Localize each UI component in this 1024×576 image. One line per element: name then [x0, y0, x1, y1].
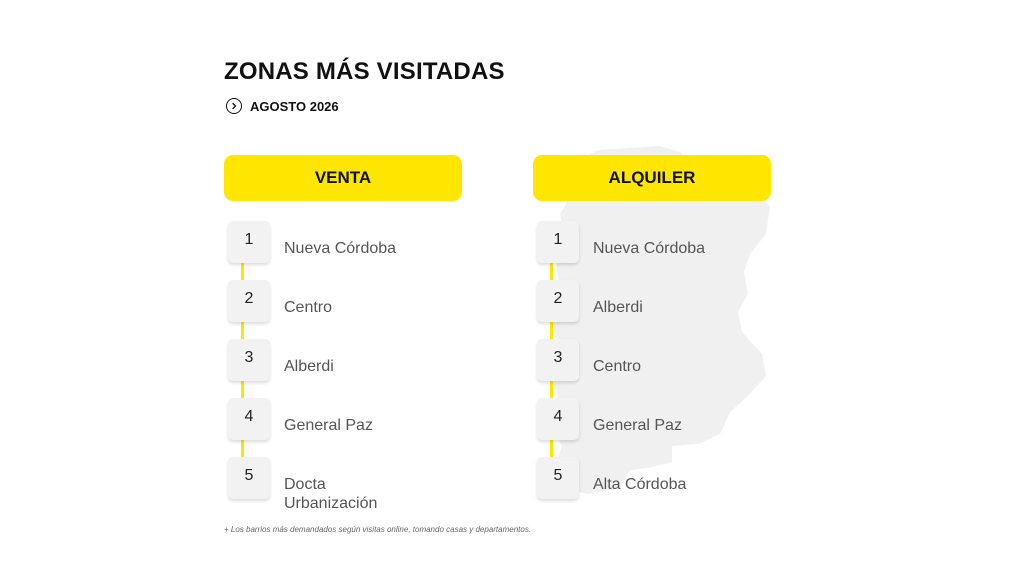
zone-name: Nueva Córdoba [284, 240, 397, 257]
list-item: 5 Alta Córdoba [533, 457, 771, 516]
list-item: 1 Nueva Córdoba [224, 221, 462, 280]
period-label: AGOSTO 2026 [250, 98, 339, 114]
rank-badge: 5 [537, 457, 579, 499]
period-row: AGOSTO 2026 [226, 98, 339, 114]
rank-badge: 4 [537, 398, 579, 440]
rank-badge: 3 [537, 339, 579, 381]
rank-badge: 3 [228, 339, 270, 381]
venta-header: VENTA [224, 155, 462, 201]
zone-name: General Paz [284, 417, 373, 434]
zone-name: Nueva Córdoba [593, 240, 706, 257]
zone-name: Alberdi [593, 299, 643, 316]
venta-ranking: 1 Nueva Córdoba 2 Centro 3 Alberdi 4 Gen… [224, 221, 462, 516]
list-item: 4 General Paz [224, 398, 462, 457]
province-map-shape [550, 146, 770, 494]
page-title: ZONAS MÁS VISITADAS [224, 58, 505, 85]
alquiler-column: ALQUILER 1 Nueva Córdoba 2 Alberdi 3 Cen… [533, 155, 771, 516]
rank-badge: 4 [228, 398, 270, 440]
list-item: 3 Alberdi [224, 339, 462, 398]
zone-name: Alberdi [284, 358, 334, 375]
zone-name: Centro [593, 358, 642, 375]
zone-name: General Paz [593, 417, 682, 434]
chevron-right-circle-icon [226, 98, 242, 114]
zone-name: Alta Córdoba [593, 476, 687, 493]
rank-badge: 2 [228, 280, 270, 322]
rank-badge: 5 [228, 457, 270, 499]
footnote: + Los barrios más demandados según visit… [224, 525, 532, 534]
zone-name: Centro [284, 299, 333, 316]
rank-badge: 2 [537, 280, 579, 322]
list-item: 5 Docta Urbanización [224, 457, 462, 516]
zone-name: Docta Urbanización [284, 476, 378, 512]
list-item: 2 Centro [224, 280, 462, 339]
rank-badge: 1 [537, 221, 579, 263]
list-item: 4 General Paz [533, 398, 771, 457]
rank-badge: 1 [228, 221, 270, 263]
alquiler-ranking: 1 Nueva Córdoba 2 Alberdi 3 Centro 4 Gen… [533, 221, 771, 516]
alquiler-header: ALQUILER [533, 155, 771, 201]
list-item: 3 Centro [533, 339, 771, 398]
list-item: 2 Alberdi [533, 280, 771, 339]
venta-column: VENTA 1 Nueva Córdoba 2 Centro 3 Alberdi… [224, 155, 462, 516]
list-item: 1 Nueva Córdoba [533, 221, 771, 280]
